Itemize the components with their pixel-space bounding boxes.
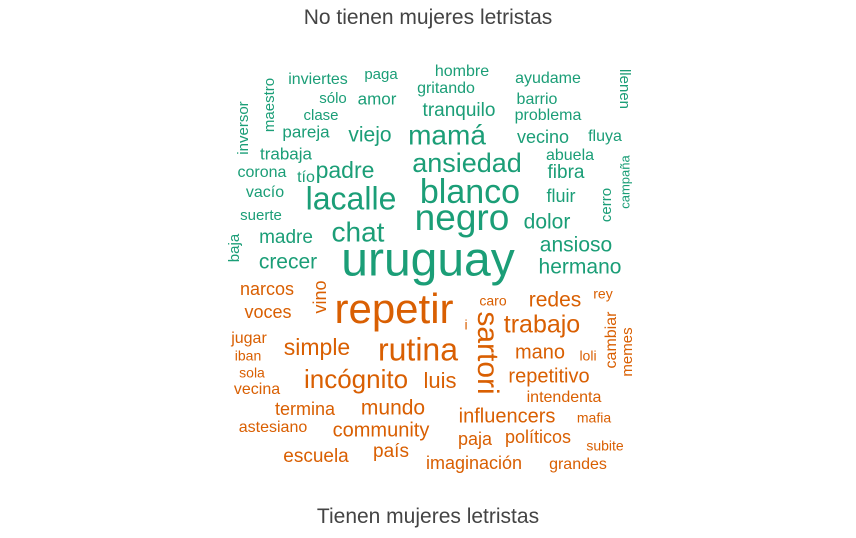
word-bottom-29: subite [586, 438, 624, 454]
word-top-39: llenen [616, 69, 633, 109]
word-top-40: campaña [617, 154, 632, 208]
word-bottom-28: grandes [549, 456, 607, 473]
word-top-19: gritando [417, 80, 475, 97]
word-bottom-8: redes [529, 289, 582, 312]
word-bottom-18: país [373, 441, 409, 462]
word-bottom-6: luis [423, 368, 456, 393]
word-bottom-4: trabajo [504, 311, 580, 339]
word-top-21: ayudame [515, 70, 581, 87]
word-top-30: fluya [588, 128, 622, 145]
word-top-20: amor [358, 89, 397, 108]
word-top-13: ansioso [540, 234, 612, 257]
word-top-2: blanco [420, 173, 520, 211]
word-bottom-19: imaginación [426, 453, 522, 473]
word-bottom-27: astesiano [239, 419, 308, 436]
word-top-38: inversor [235, 101, 252, 154]
word-bottom-11: influencers [459, 405, 556, 427]
word-top-27: problema [515, 107, 582, 124]
word-bottom-14: narcos [240, 279, 294, 299]
word-bottom-15: voces [244, 302, 291, 322]
word-top-23: paga [364, 66, 398, 83]
word-bottom-17: escuela [283, 446, 349, 467]
word-bottom-5: simple [284, 334, 350, 360]
word-top-31: trabaja [260, 144, 313, 163]
word-top-29: abuela [546, 147, 594, 164]
word-bottom-13: termina [275, 399, 336, 419]
word-bottom-22: intendenta [527, 389, 602, 406]
word-bottom-32: memes [619, 327, 636, 376]
word-top-34: vacío [246, 184, 284, 201]
word-top-33: tío [297, 169, 315, 186]
word-top-1: negro [415, 197, 510, 238]
word-bottom-21: políticos [505, 427, 571, 447]
word-bottom-35: rey [593, 286, 612, 302]
word-bottom-34: caro [479, 293, 506, 309]
word-top-9: viejo [348, 124, 391, 147]
word-bottom-1: rutina [378, 331, 458, 367]
word-top-25: sólo [319, 90, 347, 107]
word-top-4: chat [332, 216, 385, 247]
word-top-35: suerte [240, 207, 282, 224]
word-top-0: uruguay [341, 234, 514, 287]
word-bottom-24: jugar [230, 330, 267, 347]
word-top-24: inviertes [288, 71, 348, 88]
word-top-37: maestro [261, 78, 278, 132]
word-top-3: lacalle [306, 180, 397, 216]
chart-title-top: No tienen mujeres letristas [303, 6, 553, 29]
word-bottom-3: incógnito [304, 364, 408, 394]
word-top-11: fibra [548, 162, 585, 183]
word-bottom-33: loli [579, 348, 596, 364]
word-top-10: tranquilo [423, 100, 496, 121]
word-bottom-30: mafia [577, 410, 611, 426]
word-bottom-12: community [333, 419, 430, 441]
word-top-14: hermano [539, 256, 622, 279]
word-top-18: barrio [517, 91, 558, 108]
word-top-28: pareja [282, 122, 330, 141]
word-bottom-9: mundo [361, 397, 425, 420]
word-top-12: fluir [546, 186, 575, 206]
word-bottom-26: sola [239, 365, 265, 381]
word-top-5: mamá [408, 119, 486, 150]
word-bottom-25: iban [235, 348, 261, 364]
word-top-26: clase [303, 107, 338, 124]
word-top-15: crecer [259, 251, 317, 274]
word-top-16: madre [259, 227, 313, 248]
word-top-22: hombre [435, 63, 489, 80]
chart-title-bottom: Tienen mujeres letristas [316, 505, 540, 528]
word-bottom-0: repetir [334, 285, 453, 332]
word-bottom-20: paja [458, 429, 493, 449]
word-bottom-16: vino [310, 280, 330, 313]
word-top-17: vecino [517, 127, 569, 147]
word-bottom-10: repetitivo [508, 365, 589, 387]
word-top-7: padre [316, 157, 375, 183]
word-top-32: corona [238, 164, 287, 181]
word-bottom-36: i [464, 317, 467, 333]
word-bottom-23: vecina [234, 381, 280, 398]
word-bottom-2: sartori [471, 311, 504, 394]
word-top-41: cerro [598, 188, 615, 222]
word-top-6: ansiedad [412, 148, 522, 178]
word-bottom-31: cambiar [603, 311, 620, 369]
word-top-8: dolor [524, 211, 571, 234]
word-bottom-7: mano [515, 341, 565, 363]
word-top-36: baja [226, 233, 243, 262]
